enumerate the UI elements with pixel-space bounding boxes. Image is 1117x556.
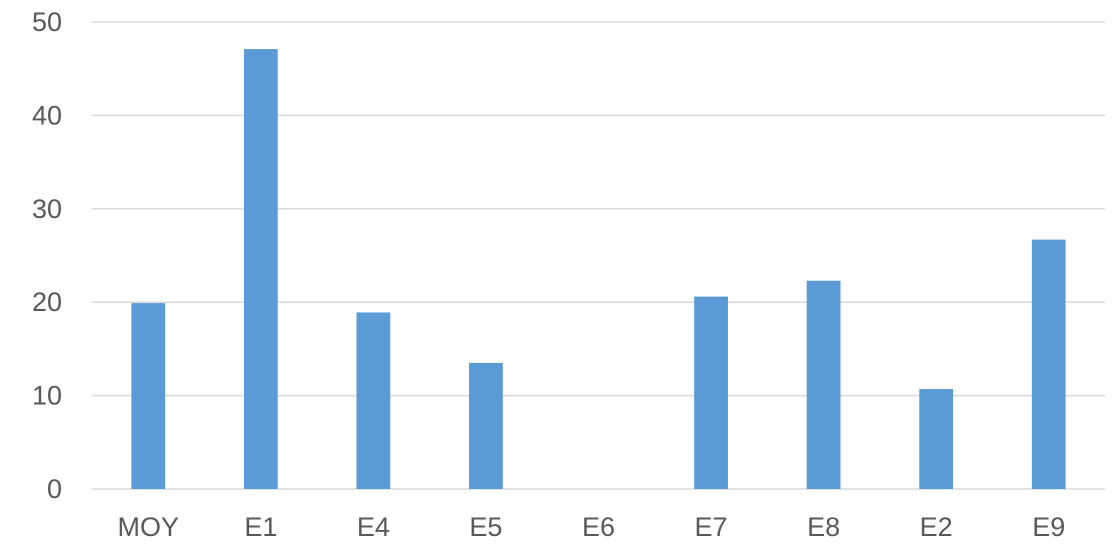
x-axis-tick-labels: MOY E1 E4 E5 E6 E7 E8 E2 E9 bbox=[118, 512, 1066, 542]
bar-e1 bbox=[243, 49, 278, 489]
x-tick-label: E6 bbox=[582, 512, 615, 542]
y-tick-label: 50 bbox=[32, 7, 62, 37]
bar-e7 bbox=[694, 296, 728, 489]
bar-e5 bbox=[469, 362, 503, 489]
x-tick-label: MOY bbox=[118, 512, 180, 542]
bar-e9 bbox=[1031, 239, 1066, 489]
x-tick-label: E4 bbox=[357, 512, 390, 542]
bar-moy bbox=[131, 303, 166, 489]
y-tick-label: 30 bbox=[32, 194, 62, 224]
x-tick-label: E5 bbox=[469, 512, 502, 542]
bar-e8 bbox=[806, 280, 841, 489]
y-tick-label: 0 bbox=[47, 474, 62, 504]
bars bbox=[131, 49, 1066, 489]
y-tick-label: 20 bbox=[32, 287, 62, 317]
y-axis-tick-labels: 0 10 20 30 40 50 bbox=[32, 7, 62, 504]
y-tick-label: 40 bbox=[32, 100, 62, 130]
x-tick-label: E2 bbox=[920, 512, 953, 542]
x-tick-label: E9 bbox=[1032, 512, 1065, 542]
x-tick-label: E7 bbox=[695, 512, 728, 542]
x-tick-label: E8 bbox=[807, 512, 840, 542]
bar-e4 bbox=[356, 312, 391, 489]
bar-e2 bbox=[919, 389, 954, 489]
x-tick-label: E1 bbox=[244, 512, 277, 542]
y-tick-label: 10 bbox=[32, 381, 62, 411]
